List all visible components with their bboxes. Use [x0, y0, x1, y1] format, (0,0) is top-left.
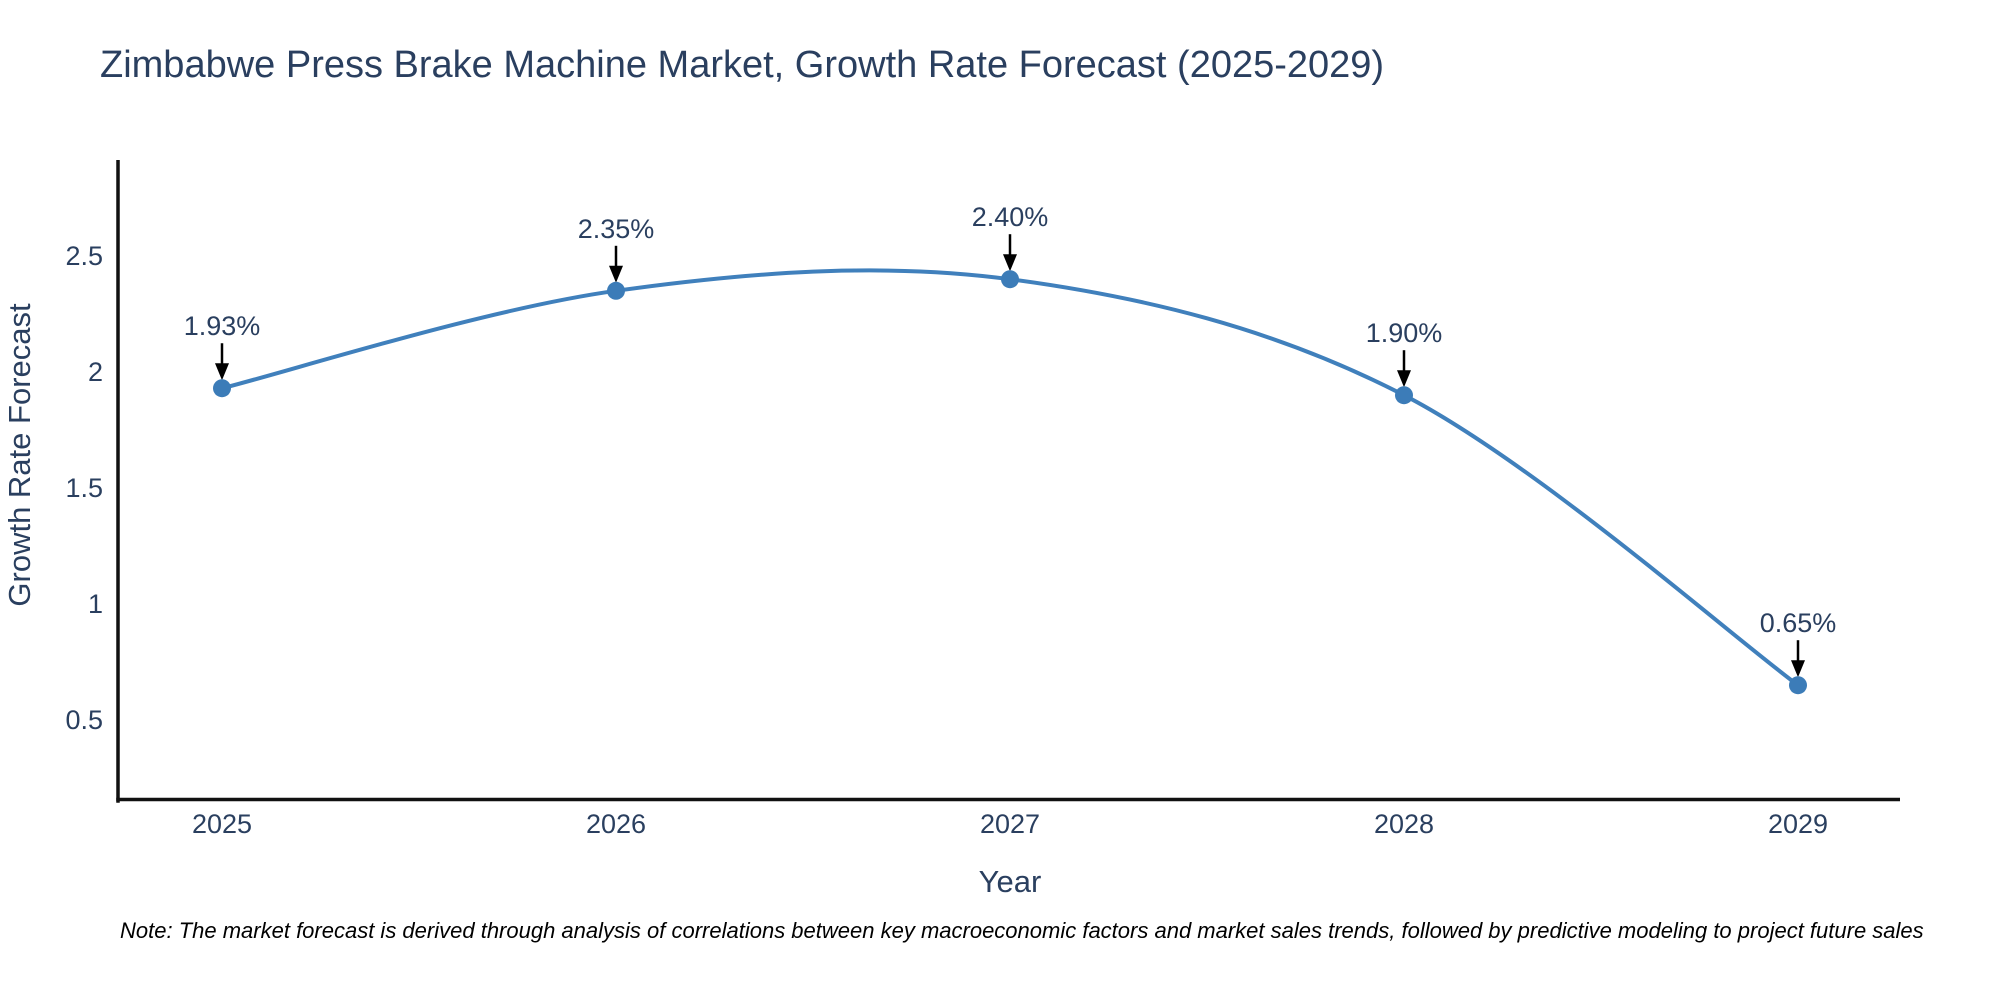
x-tick-label: 2026: [586, 809, 646, 839]
point-label: 1.90%: [1366, 318, 1443, 348]
point-label: 1.93%: [184, 311, 261, 341]
chart-title: Zimbabwe Press Brake Machine Market, Gro…: [100, 44, 1385, 86]
x-tick-label: 2025: [192, 809, 252, 839]
annotation-arrow-head: [215, 363, 229, 381]
annotation-arrow-head: [1003, 254, 1017, 272]
y-axis-title: Growth Rate Forecast: [2, 303, 37, 607]
annotation-arrow-head: [609, 265, 623, 283]
y-tick-label: 1.5: [65, 473, 103, 503]
x-tick-label: 2028: [1374, 809, 1434, 839]
point-label: 2.40%: [972, 202, 1049, 232]
y-tick-label: 2: [88, 357, 103, 387]
y-tick-label: 1: [88, 589, 103, 619]
data-point-2028[interactable]: [1395, 386, 1413, 405]
point-label: 2.35%: [578, 214, 655, 244]
data-point-2026[interactable]: [607, 281, 625, 300]
point-label: 0.65%: [1760, 608, 1837, 638]
x-tick-label: 2029: [1768, 809, 1828, 839]
y-tick-label: 2.5: [65, 241, 103, 271]
chart-footnote: Note: The market forecast is derived thr…: [120, 918, 1924, 943]
series-line: [221, 268, 1800, 687]
x-tick-label: 2027: [980, 809, 1040, 839]
data-point-2029[interactable]: [1789, 676, 1807, 695]
data-point-2025[interactable]: [213, 379, 231, 398]
annotation-arrow-head: [1397, 370, 1411, 388]
data-point-2027[interactable]: [1001, 270, 1019, 289]
annotation-arrow-head: [1791, 660, 1805, 678]
x-axis-title: Year: [979, 864, 1042, 899]
y-tick-label: 0.5: [65, 705, 103, 735]
